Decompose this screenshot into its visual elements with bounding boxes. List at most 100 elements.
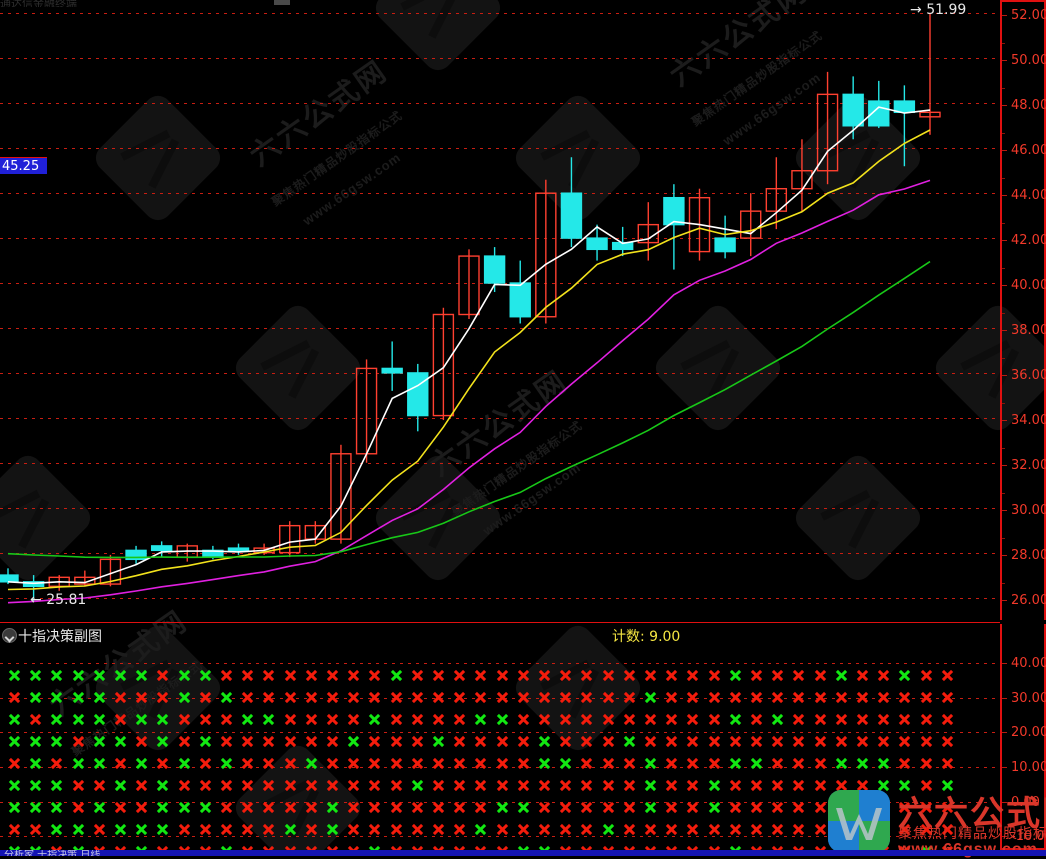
chevron-down-icon[interactable] bbox=[2, 628, 17, 643]
brand-name: 六六公式网 bbox=[898, 795, 1046, 833]
price-axis-label: 28.00 bbox=[1011, 547, 1046, 563]
indicator-axis-tick bbox=[1002, 836, 1007, 837]
price-axis-tick bbox=[1002, 15, 1007, 16]
signal-marker-bearish bbox=[347, 670, 358, 681]
indicator-pane[interactable] bbox=[0, 646, 1000, 850]
signal-marker-bullish bbox=[368, 714, 379, 725]
candlestick bbox=[816, 71, 839, 185]
signal-marker-bullish bbox=[771, 714, 782, 725]
signal-marker-bearish bbox=[517, 692, 528, 703]
signal-marker-bearish bbox=[814, 714, 825, 725]
signal-marker-bearish bbox=[432, 802, 443, 813]
signal-marker-bearish bbox=[390, 736, 401, 747]
signal-marker-bearish bbox=[665, 714, 676, 725]
signal-marker-bearish bbox=[262, 802, 273, 813]
signal-marker-bearish bbox=[178, 714, 189, 725]
signal-marker-bearish bbox=[390, 780, 401, 791]
signal-marker-bullish bbox=[178, 692, 189, 703]
signal-marker-bullish bbox=[220, 758, 231, 769]
signal-marker-bearish bbox=[496, 736, 507, 747]
signal-marker-bearish bbox=[580, 692, 591, 703]
candlestick bbox=[586, 224, 608, 261]
price-axis-minor-tick bbox=[1002, 223, 1005, 224]
signal-marker-bearish bbox=[474, 780, 485, 791]
signal-marker-bullish bbox=[644, 780, 655, 791]
signal-marker-bearish bbox=[8, 692, 19, 703]
low-price-value: 25.81 bbox=[46, 592, 87, 608]
price-axis-minor-tick bbox=[1002, 448, 1005, 449]
signal-marker-bearish bbox=[771, 736, 782, 747]
signal-marker-bearish bbox=[305, 802, 316, 813]
signal-marker-bearish bbox=[432, 714, 443, 725]
candlestick bbox=[355, 359, 378, 463]
signal-marker-bearish bbox=[432, 692, 443, 703]
price-chart-pane[interactable] bbox=[0, 0, 1000, 620]
price-series-svg bbox=[0, 13, 941, 604]
price-axis-tick bbox=[1002, 105, 1007, 106]
signal-marker-bullish bbox=[135, 670, 146, 681]
signal-marker-bearish bbox=[72, 736, 83, 747]
signal-marker-bearish bbox=[368, 736, 379, 747]
signal-marker-bearish bbox=[199, 758, 210, 769]
price-axis[interactable]: 52.00 50.00 48.00 46.00 44.00 42.00 40.00 38.00… bbox=[1000, 0, 1046, 620]
indicator-gridline bbox=[0, 663, 1000, 664]
signal-marker-bearish bbox=[453, 758, 464, 769]
signal-marker-bearish bbox=[8, 824, 19, 835]
indicator-title[interactable]: 十指决策副图 bbox=[18, 629, 102, 645]
signal-marker-bullish bbox=[644, 802, 655, 813]
candlestick bbox=[509, 260, 531, 324]
signal-marker-bullish bbox=[93, 670, 104, 681]
signal-marker-bearish bbox=[856, 714, 867, 725]
signal-marker-bullish bbox=[93, 758, 104, 769]
window-control-button[interactable] bbox=[274, 0, 290, 5]
signal-marker-bearish bbox=[665, 780, 676, 791]
signal-marker-bearish bbox=[411, 824, 422, 835]
signal-marker-bearish bbox=[898, 736, 909, 747]
signal-marker-bearish bbox=[538, 802, 549, 813]
signal-marker-bullish bbox=[156, 780, 167, 791]
signal-marker-bearish bbox=[305, 670, 316, 681]
signal-marker-bearish bbox=[135, 802, 146, 813]
signal-marker-bearish bbox=[262, 758, 273, 769]
signal-marker-bearish bbox=[771, 824, 782, 835]
signal-marker-bearish bbox=[792, 736, 803, 747]
price-axis-label: 36.00 bbox=[1011, 367, 1046, 383]
indicator-axis-tick bbox=[1002, 732, 1007, 733]
signal-marker-bullish bbox=[8, 780, 19, 791]
indicator-axis-label: 40.00 bbox=[1011, 656, 1046, 672]
signal-marker-bullish bbox=[496, 714, 507, 725]
signal-marker-bullish bbox=[199, 802, 210, 813]
window-title-text: 通达信金融终端 bbox=[0, 0, 77, 7]
signal-marker-bearish bbox=[559, 714, 570, 725]
candlestick bbox=[893, 85, 916, 167]
signal-marker-bullish bbox=[50, 692, 61, 703]
signal-marker-bearish bbox=[305, 780, 316, 791]
signal-marker-bullish bbox=[50, 802, 61, 813]
signal-marker-bearish bbox=[50, 758, 61, 769]
signal-marker-bearish bbox=[686, 758, 697, 769]
signal-marker-bullish bbox=[156, 714, 167, 725]
current-price-marker[interactable]: 45.25 bbox=[0, 157, 47, 175]
signal-marker-bearish bbox=[602, 670, 613, 681]
signal-marker-bearish bbox=[665, 758, 676, 769]
signal-marker-bearish bbox=[305, 824, 316, 835]
gridline bbox=[0, 193, 1000, 194]
signal-marker-bullish bbox=[262, 714, 273, 725]
price-axis-minor-tick bbox=[1002, 88, 1005, 89]
signal-marker-bullish bbox=[156, 824, 167, 835]
signal-marker-bearish bbox=[877, 736, 888, 747]
brand-tagline: 聚焦热门精品炒股指标公式 bbox=[898, 825, 1046, 841]
signal-marker-bearish bbox=[262, 692, 273, 703]
indicator-axis[interactable]: 40.00 30.00 20.00 10.00 0.00 -10.00 bbox=[1000, 624, 1046, 850]
signal-marker-bearish bbox=[814, 736, 825, 747]
signal-marker-bearish bbox=[199, 824, 210, 835]
signal-marker-bearish bbox=[517, 758, 528, 769]
signal-marker-bearish bbox=[411, 736, 422, 747]
price-axis-minor-tick bbox=[1002, 313, 1005, 314]
signal-marker-bullish bbox=[135, 824, 146, 835]
signal-marker-bearish bbox=[432, 670, 443, 681]
signal-marker-bearish bbox=[538, 714, 549, 725]
signal-marker-bearish bbox=[220, 736, 231, 747]
signal-marker-bearish bbox=[411, 802, 422, 813]
signal-marker-bearish bbox=[941, 714, 952, 725]
